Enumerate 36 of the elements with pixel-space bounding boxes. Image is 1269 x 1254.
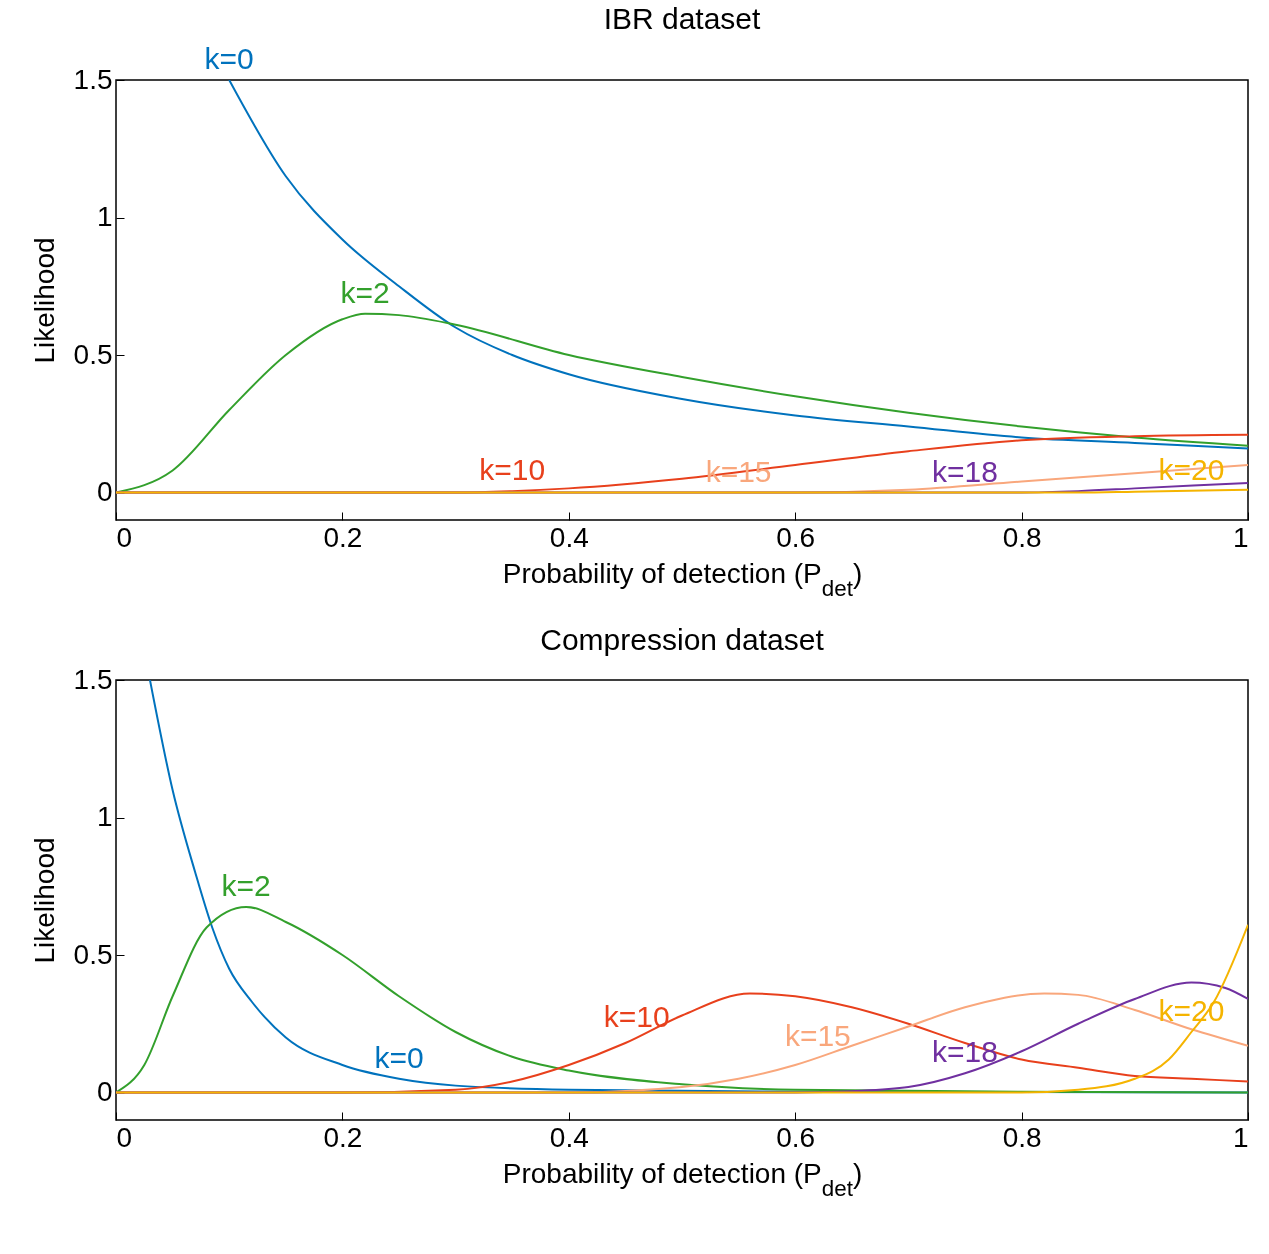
x-tick-label: 0.2: [323, 1121, 363, 1153]
x-tick-label: 0: [116, 1121, 133, 1153]
x-axis-title: Probability of detection (P$_{det}$): [502, 1157, 863, 1200]
y-tick-label: 1: [96, 801, 113, 832]
y-tick-label: 0: [96, 1076, 113, 1107]
y-tick-label: 1.5: [73, 663, 113, 695]
y-tick-label: 1.5: [73, 63, 113, 95]
chart-title: IBR dataset: [603, 2, 762, 35]
y-tick-label: 0.5: [73, 338, 113, 370]
x-tick-label: 1: [1232, 521, 1249, 553]
chart-title: Compression dataset: [540, 623, 825, 656]
x-tick-label: 0.8: [1002, 521, 1042, 553]
x-tick-label: 0.6: [776, 521, 816, 553]
y-tick-label: 0: [96, 476, 113, 507]
x-tick-label: 0.4: [549, 1121, 589, 1153]
series-label: k=2: [340, 275, 390, 309]
series-label: k=0: [204, 42, 254, 75]
y-tick-label: 1: [96, 201, 113, 232]
y-axis-title: Likelihood: [28, 837, 60, 964]
series-label: k=0: [374, 1040, 424, 1074]
series-label: k=20: [1158, 452, 1225, 486]
series-label: k=18: [932, 454, 998, 488]
series-label: k=15: [784, 1019, 851, 1053]
series-label: k=2: [221, 868, 271, 902]
x-tick-label: 0.4: [549, 521, 589, 553]
series-label: k=10: [479, 453, 546, 487]
series-label: k=10: [603, 999, 670, 1033]
y-axis-title: Likelihood: [28, 237, 60, 364]
x-tick-label: 0: [116, 521, 133, 553]
x-tick-label: 1: [1232, 1121, 1249, 1153]
series-label: k=18: [932, 1035, 998, 1069]
y-tick-label: 0.5: [73, 938, 113, 970]
x-tick-label: 0.6: [776, 1121, 816, 1153]
x-tick-label: 0.8: [1002, 1121, 1042, 1153]
x-axis-title: Probability of detection (P$_{det}$): [502, 557, 863, 600]
x-tick-label: 0.2: [323, 521, 363, 553]
